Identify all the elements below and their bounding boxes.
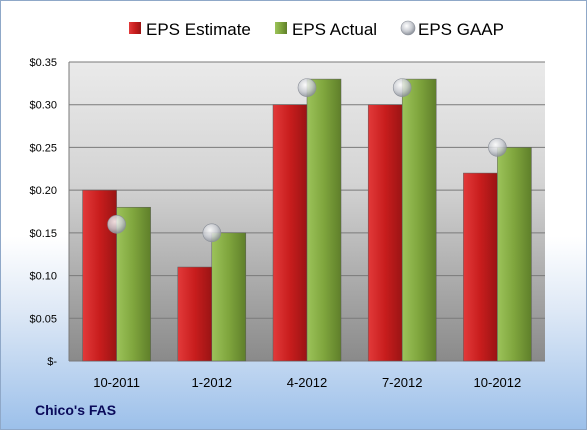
legend-label: EPS Actual xyxy=(292,20,377,39)
x-category-label: 10-2012 xyxy=(474,375,522,390)
legend-swatch xyxy=(275,22,287,34)
legend-label: EPS GAAP xyxy=(418,20,504,39)
x-category-label: 10-2011 xyxy=(93,375,140,390)
y-tick-label: $0.35 xyxy=(29,57,57,69)
legend-swatch xyxy=(400,20,416,36)
gaap-marker xyxy=(392,78,412,97)
y-tick-label: $0.20 xyxy=(29,185,57,197)
estimate-bar xyxy=(272,104,308,362)
gaap-marker xyxy=(202,223,222,243)
legend-swatch xyxy=(129,22,141,34)
x-category-label: 4-2012 xyxy=(287,375,327,390)
x-category-label: 1-2012 xyxy=(192,375,232,390)
actual-bar xyxy=(401,78,437,362)
estimate-bar xyxy=(177,266,213,362)
legend-label: EPS Estimate xyxy=(146,20,251,39)
actual-bar xyxy=(306,78,342,362)
actual-bar xyxy=(211,232,247,362)
bars xyxy=(82,78,532,362)
legend: EPS Estimate EPS Actual EPS GAAP xyxy=(129,20,504,39)
estimate-bar xyxy=(463,172,498,362)
y-tick-label: $- xyxy=(47,356,57,368)
estimate-bar xyxy=(367,104,403,362)
gaap-marker xyxy=(488,138,507,157)
x-category-label: 7-2012 xyxy=(382,375,422,390)
y-tick-label: $0.25 xyxy=(29,142,57,154)
gaap-marker xyxy=(107,215,126,234)
y-tick-label: $0.30 xyxy=(29,100,57,112)
y-axis: $- $0.05 $0.10 $0.15 $0.20 $0.25 $0.30 $0.35 xyxy=(29,57,70,368)
actual-bar xyxy=(497,147,532,362)
actual-bar xyxy=(116,206,151,362)
y-tick-label: $0.05 xyxy=(29,313,57,325)
company-name: Chico's FAS xyxy=(35,402,117,418)
gaap-marker xyxy=(297,78,317,97)
y-tick-label: $0.15 xyxy=(29,228,57,240)
gaap-markers xyxy=(107,78,507,243)
y-tick-label: $0.10 xyxy=(29,271,57,283)
x-axis: 10-2011 1-2012 4-2012 7-2012 10-2012 xyxy=(93,375,521,390)
estimate-bar xyxy=(82,189,117,362)
